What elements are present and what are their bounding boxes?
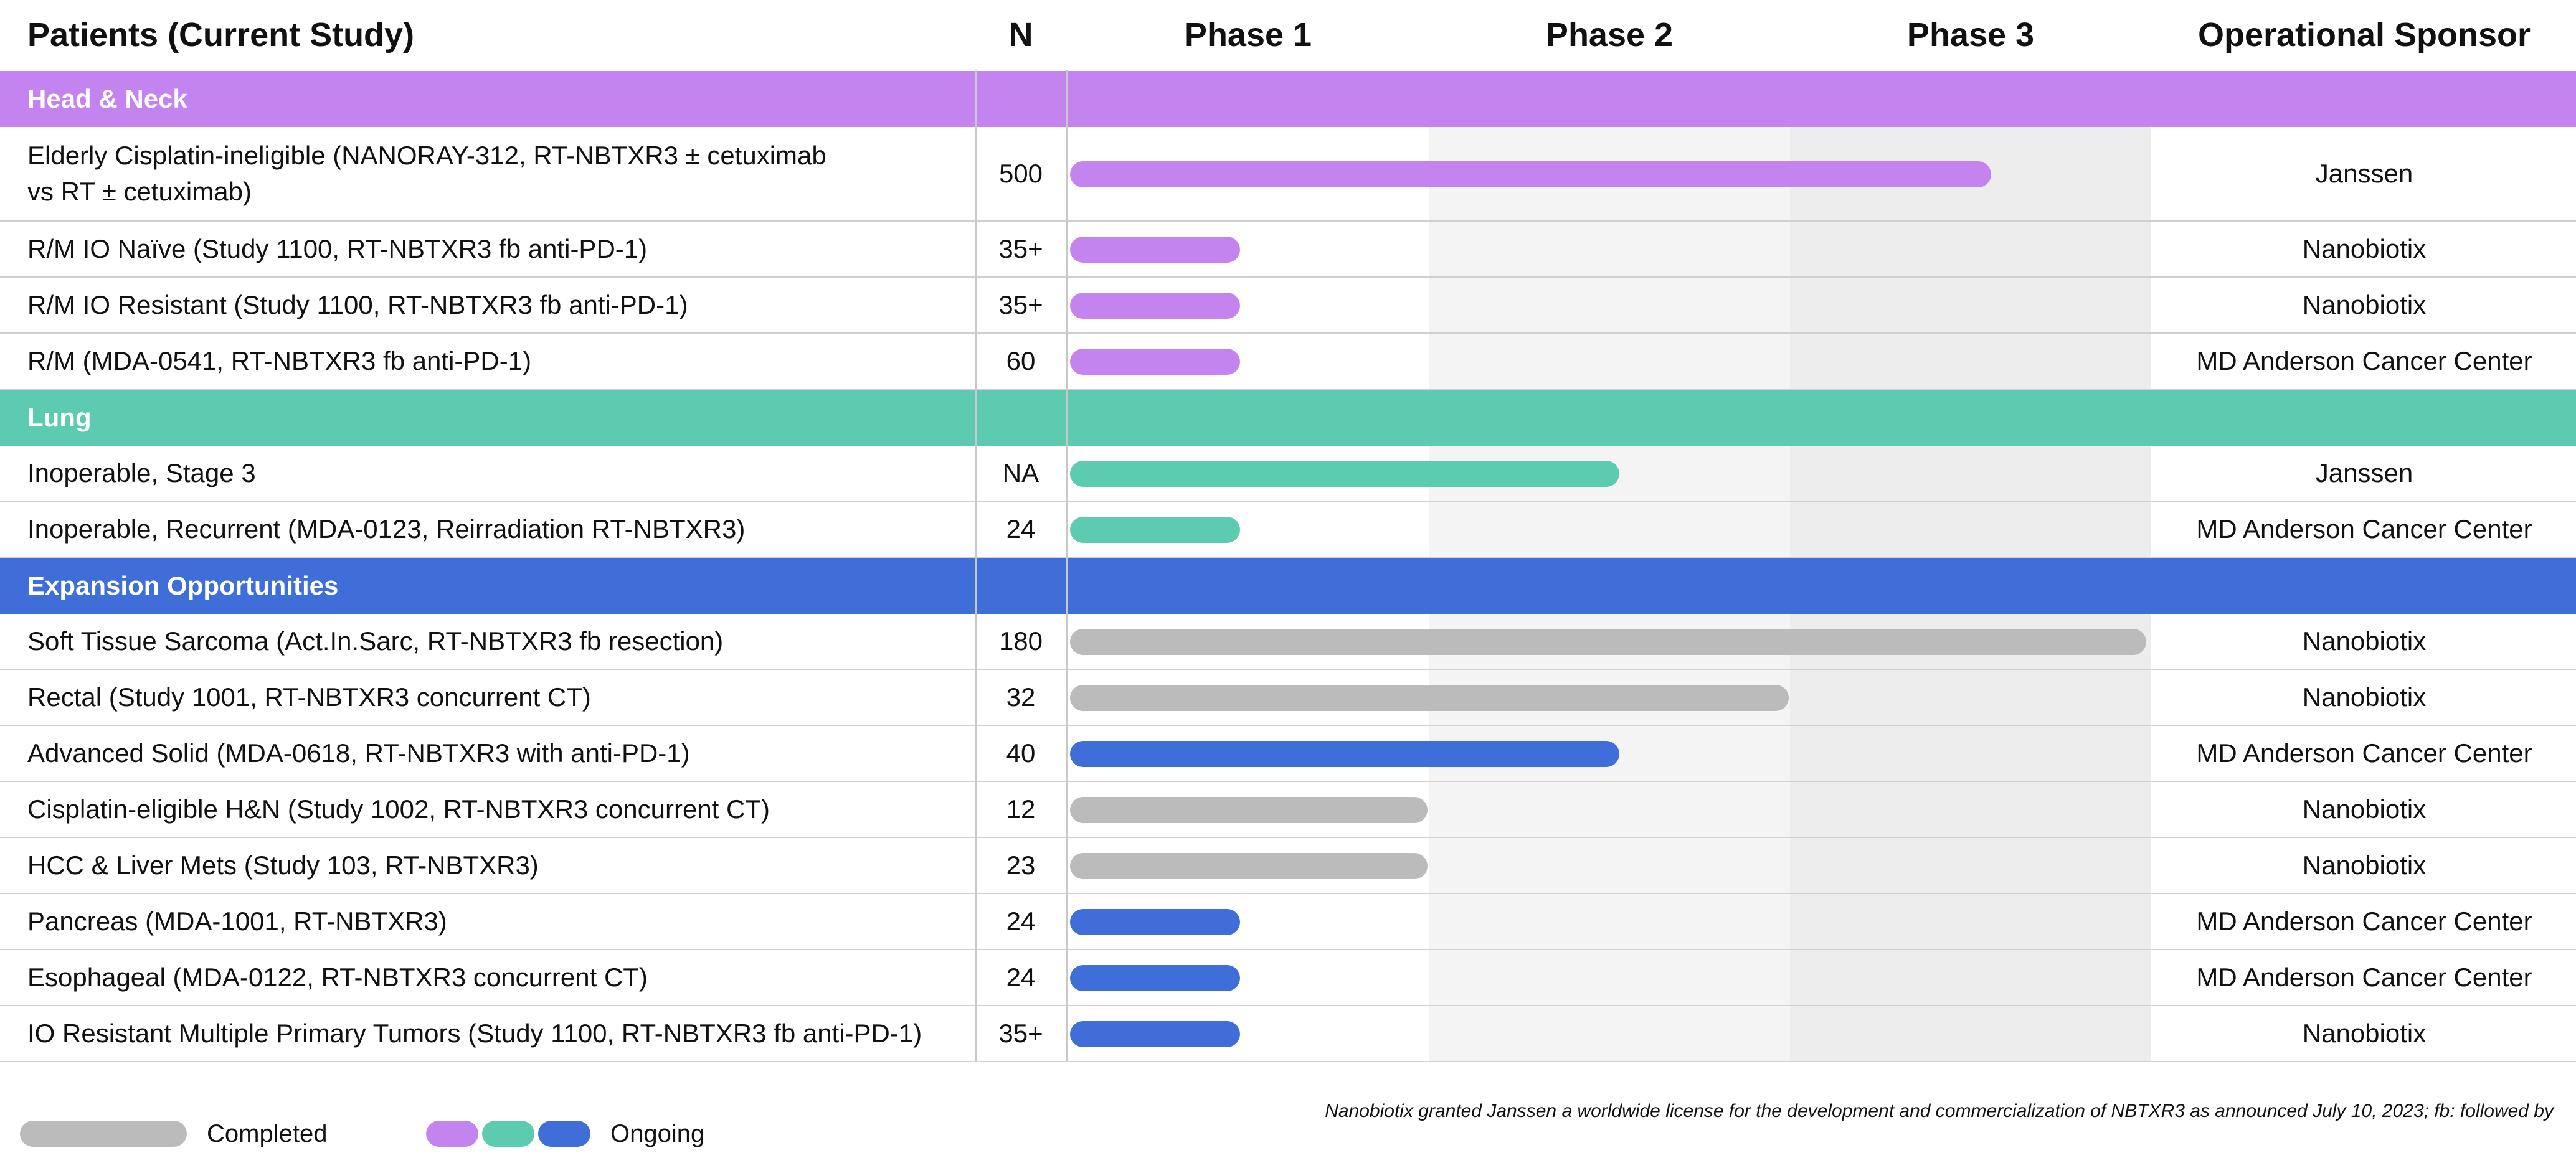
table-row: Rectal (Study 1001, RT-NBTXR3 concurrent… <box>0 670 2576 726</box>
study-name: Advanced Solid (MDA-0618, RT-NBTXR3 with… <box>27 738 690 768</box>
table-row: R/M IO Naïve (Study 1100, RT-NBTXR3 fb a… <box>0 222 2576 278</box>
patient-count: 23 <box>1006 850 1036 880</box>
column-divider-n <box>975 70 977 1061</box>
section-header: Head & Neck <box>0 71 2576 127</box>
patient-count: 60 <box>1006 346 1036 375</box>
sponsor: MD Anderson Cancer Center <box>2196 738 2532 768</box>
progress-bar <box>1070 685 1789 711</box>
table-row: Elderly Cisplatin-ineligible (NANORAY-31… <box>0 127 2576 222</box>
table-row: HCC & Liver Mets (Study 103, RT-NBTXR3) 2… <box>0 838 2576 894</box>
patient-count: 180 <box>998 626 1043 656</box>
table-row: Cisplatin-eligible H&N (Study 1002, RT-N… <box>0 782 2576 838</box>
sponsor: Nanobiotix <box>2302 234 2427 263</box>
patient-count: 500 <box>998 159 1043 188</box>
table-row: R/M IO Resistant (Study 1100, RT-NBTXR3 … <box>0 278 2576 334</box>
patient-count: 12 <box>1006 794 1036 824</box>
patient-count: 24 <box>1006 514 1036 544</box>
header-sponsor: Operational Sponsor <box>2197 16 2531 54</box>
study-name: R/M IO Naïve (Study 1100, RT-NBTXR3 fb a… <box>27 234 648 263</box>
column-divider-phase <box>1066 70 1068 1061</box>
sponsor: Nanobiotix <box>2302 850 2427 880</box>
header-patients: Patients (Current Study) <box>27 16 415 54</box>
study-name: Pancreas (MDA-1001, RT-NBTXR3) <box>27 907 447 936</box>
table-row: Esophageal (MDA-0122, RT-NBTXR3 concurre… <box>0 950 2576 1006</box>
progress-bar <box>1070 293 1240 319</box>
table-row: Soft Tissue Sarcoma (Act.In.Sarc, RT-NBT… <box>0 614 2576 670</box>
header-phase-1: Phase 1 <box>1184 16 1312 54</box>
progress-bar <box>1070 965 1240 991</box>
study-name: R/M IO Resistant (Study 1100, RT-NBTXR3 … <box>27 290 688 319</box>
table-row: Inoperable, Stage 3 NA Janssen <box>0 446 2576 502</box>
progress-bar <box>1070 461 1619 487</box>
patient-count: 35+ <box>998 234 1043 263</box>
legend-ongoing-label: Ongoing <box>610 1120 705 1147</box>
progress-bar <box>1070 797 1428 823</box>
sponsor: Janssen <box>2315 458 2413 487</box>
sponsor: Nanobiotix <box>2302 290 2427 319</box>
patient-count: 35+ <box>998 1019 1043 1048</box>
progress-bar <box>1070 237 1240 263</box>
table-row: R/M (MDA-0541, RT-NBTXR3 fb anti-PD-1) 60… <box>0 334 2576 390</box>
sponsor: MD Anderson Cancer Center <box>2196 907 2532 936</box>
legend-ongoing-swatch-blue <box>538 1121 590 1147</box>
study-name: Elderly Cisplatin-ineligible (NANORAY-31… <box>27 141 826 206</box>
sponsor: MD Anderson Cancer Center <box>2196 514 2532 544</box>
table-row: Pancreas (MDA-1001, RT-NBTXR3) 24 MD Ander… <box>0 894 2576 950</box>
progress-bar <box>1070 741 1619 767</box>
legend-ongoing-swatch-purple <box>426 1121 478 1147</box>
progress-bar <box>1070 517 1240 543</box>
progress-bar <box>1070 161 1991 187</box>
table-header: Patients (Current Study) N Phase 1 Phase… <box>0 0 2576 70</box>
sponsor: Janssen <box>2315 159 2413 188</box>
patient-count: 24 <box>1006 963 1036 992</box>
progress-bar <box>1070 1021 1240 1047</box>
patient-count: 40 <box>1006 738 1036 768</box>
sponsor: Nanobiotix <box>2302 1019 2427 1048</box>
study-name: IO Resistant Multiple Primary Tumors (St… <box>27 1019 922 1048</box>
progress-bar <box>1070 853 1428 879</box>
sponsor: Nanobiotix <box>2302 626 2427 656</box>
table-row: Advanced Solid (MDA-0618, RT-NBTXR3 with… <box>0 726 2576 782</box>
patient-count: 35+ <box>998 290 1043 319</box>
study-name: Inoperable, Recurrent (MDA-0123, Reirrad… <box>27 514 746 544</box>
study-name: Esophageal (MDA-0122, RT-NBTXR3 concurre… <box>27 963 648 992</box>
legend-completed-swatch <box>20 1121 187 1147</box>
legend-completed-label: Completed <box>207 1120 328 1147</box>
section-label: Lung <box>27 403 92 432</box>
table-row: IO Resistant Multiple Primary Tumors (St… <box>0 1006 2576 1062</box>
sponsor: MD Anderson Cancer Center <box>2196 963 2532 992</box>
patient-count: 24 <box>1006 907 1036 936</box>
sponsor: Nanobiotix <box>2302 682 2427 712</box>
section-label: Expansion Opportunities <box>27 571 339 600</box>
header-phase-3: Phase 3 <box>1906 16 2035 54</box>
progress-bar <box>1070 909 1240 935</box>
legend-ongoing-swatch-teal <box>482 1121 534 1147</box>
patient-count: NA <box>1002 458 1039 487</box>
study-name: Cisplatin-eligible H&N (Study 1002, RT-N… <box>27 794 770 824</box>
table-row: Inoperable, Recurrent (MDA-0123, Reirrad… <box>0 502 2576 558</box>
sponsor: Nanobiotix <box>2302 794 2427 824</box>
sponsor: MD Anderson Cancer Center <box>2196 346 2532 375</box>
section-label: Head & Neck <box>27 84 187 113</box>
section-header: Lung <box>0 390 2576 446</box>
footnote: Nanobiotix granted Janssen a worldwide l… <box>1325 1101 2554 1121</box>
study-name: Soft Tissue Sarcoma (Act.In.Sarc, RT-NBT… <box>27 626 724 656</box>
patient-count: 32 <box>1006 682 1036 712</box>
header-n: N <box>1008 16 1033 54</box>
header-phase-2: Phase 2 <box>1545 16 1674 54</box>
progress-bar <box>1070 629 2146 655</box>
study-name: R/M (MDA-0541, RT-NBTXR3 fb anti-PD-1) <box>27 346 532 375</box>
study-name: Inoperable, Stage 3 <box>27 458 256 487</box>
section-header: Expansion Opportunities <box>0 558 2576 614</box>
study-name: Rectal (Study 1001, RT-NBTXR3 concurrent… <box>27 682 591 712</box>
progress-bar <box>1070 349 1240 375</box>
study-name: HCC & Liver Mets (Study 103, RT-NBTXR3) <box>27 850 539 880</box>
